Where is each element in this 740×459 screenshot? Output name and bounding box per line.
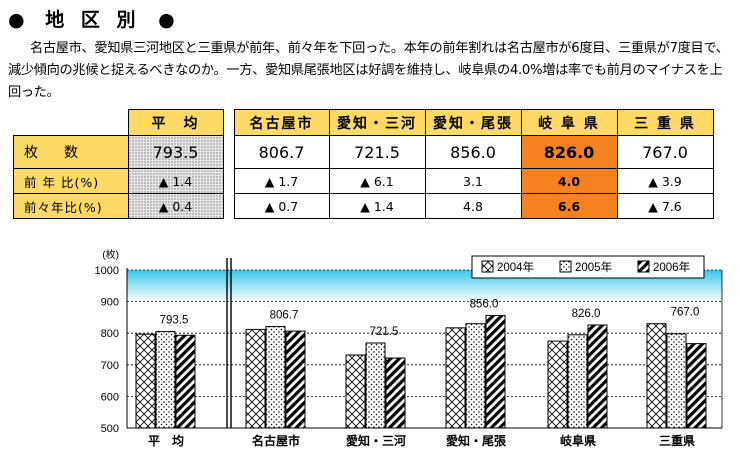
stats-table: 平 均 名古屋市 愛知・三河 愛知・尾張 岐 阜 県 三 重 県 枚 数 793… (13, 109, 714, 219)
bar (686, 343, 707, 429)
bar (155, 331, 176, 429)
data-label: 793.5 (160, 315, 189, 327)
table-cell: 856.0 (424, 135, 522, 169)
table-cell: ▲ 3.9 (616, 168, 714, 194)
column-header: 三 重 県 (616, 109, 714, 136)
table-row: 枚 数 793.5 806.7 721.5 856.0 826.0 767.0 (13, 135, 714, 169)
bar (666, 333, 687, 429)
table-cell: 806.7 (233, 135, 330, 169)
column-gap (222, 135, 235, 169)
bar (365, 342, 386, 429)
data-label: 721.5 (370, 326, 399, 338)
bar (135, 333, 156, 429)
bar (445, 327, 466, 429)
title-char: 別 (116, 9, 138, 31)
y-tick-label: 700 (101, 360, 119, 372)
bullet-icon: ● (8, 9, 27, 31)
legend-label: 2006年 (653, 260, 690, 274)
table-cell-highlight: 826.0 (520, 135, 618, 169)
column-header: 愛知・三河 (328, 109, 426, 136)
x-tick-label: 岐阜県 (560, 433, 596, 448)
table-cell: ▲ 1.4 (127, 168, 224, 194)
bullet-icon: ● (158, 9, 177, 31)
bar (245, 328, 266, 429)
summary-paragraph: 名古屋市、愛知県三河地区と三重県が前年、前々年を下回った。本年の前年割れは名古屋… (8, 41, 729, 100)
data-label: 767.0 (671, 307, 700, 319)
table-cell: ▲ 1.7 (233, 168, 330, 194)
column-gap (222, 168, 235, 194)
legend-swatch (559, 260, 572, 273)
table-corner (13, 109, 129, 136)
column-header: 平 均 (127, 109, 224, 136)
table-cell: ▲ 1.4 (328, 193, 426, 219)
x-tick-label: 愛知・三河 (346, 433, 406, 448)
y-unit-label: (枚) (102, 248, 119, 261)
table-header-row: 平 均 名古屋市 愛知・三河 愛知・尾張 岐 阜 県 三 重 県 (13, 109, 714, 136)
x-tick-label: 平 均 (148, 433, 184, 448)
table-row: 前々年比(%) ▲ 0.4 ▲ 0.7 ▲ 1.4 4.8 6.6 ▲ 7.6 (13, 193, 714, 219)
bar-chart: 500 600 700 800 900 1000 (枚) 793.5 平 均 806.7 名古屋市… (95, 248, 723, 448)
section-title: ● 地 区 別 ● (8, 5, 177, 32)
table-cell: 3.1 (424, 168, 522, 194)
row-label: 前々年比(%) (13, 193, 129, 219)
data-label: 806.7 (270, 310, 299, 322)
row-label: 前 年 比(%) (13, 168, 129, 194)
table-cell: 4.8 (424, 193, 522, 219)
table-cell: ▲ 7.6 (616, 193, 714, 219)
column-gap (222, 193, 235, 219)
table-row: 前 年 比(%) ▲ 1.4 ▲ 1.7 ▲ 6.1 3.1 4.0 ▲ 3.9 (13, 168, 714, 194)
table-cell-highlight: 4.0 (520, 168, 618, 194)
bar (465, 323, 486, 429)
x-tick-label: 名古屋市 (252, 433, 300, 448)
bar (567, 334, 588, 429)
title-char: 地 (45, 9, 67, 31)
y-tick-label: 800 (101, 328, 119, 340)
table-cell: 793.5 (127, 135, 224, 169)
bar (485, 315, 506, 429)
data-label: 856.0 (470, 299, 499, 311)
table-cell-highlight: 6.6 (520, 193, 618, 219)
title-text: 地 区 別 (45, 5, 137, 32)
bar (587, 324, 608, 429)
legend-label: 2004年 (497, 260, 534, 274)
y-tick-label: 600 (101, 391, 119, 403)
column-header: 岐 阜 県 (520, 109, 618, 136)
bar (345, 354, 366, 429)
bar (175, 334, 196, 429)
table-cell: ▲ 0.7 (233, 193, 330, 219)
bar (547, 340, 568, 429)
legend-swatch (481, 260, 494, 273)
title-char: 区 (80, 9, 102, 31)
data-label: 826.0 (572, 308, 601, 320)
x-tick-label: 愛知・尾張 (446, 433, 507, 448)
table-cell: ▲ 6.1 (328, 168, 426, 194)
bar (646, 323, 667, 429)
column-header: 名古屋市 (233, 109, 330, 136)
y-tick-label: 1000 (95, 265, 119, 277)
legend-label: 2005年 (575, 260, 612, 274)
row-label: 枚 数 (13, 135, 129, 169)
legend-swatch (637, 260, 650, 273)
bar (385, 357, 406, 429)
y-tick-label: 500 (101, 423, 119, 435)
bar (285, 330, 306, 429)
y-tick-label: 900 (101, 297, 119, 309)
bar (265, 326, 286, 429)
column-gap (222, 109, 235, 136)
x-tick-label: 三重県 (659, 433, 695, 448)
table-cell: 721.5 (328, 135, 426, 169)
table-cell: 767.0 (616, 135, 714, 169)
table-cell: ▲ 0.4 (127, 193, 224, 219)
column-header: 愛知・尾張 (424, 109, 522, 136)
